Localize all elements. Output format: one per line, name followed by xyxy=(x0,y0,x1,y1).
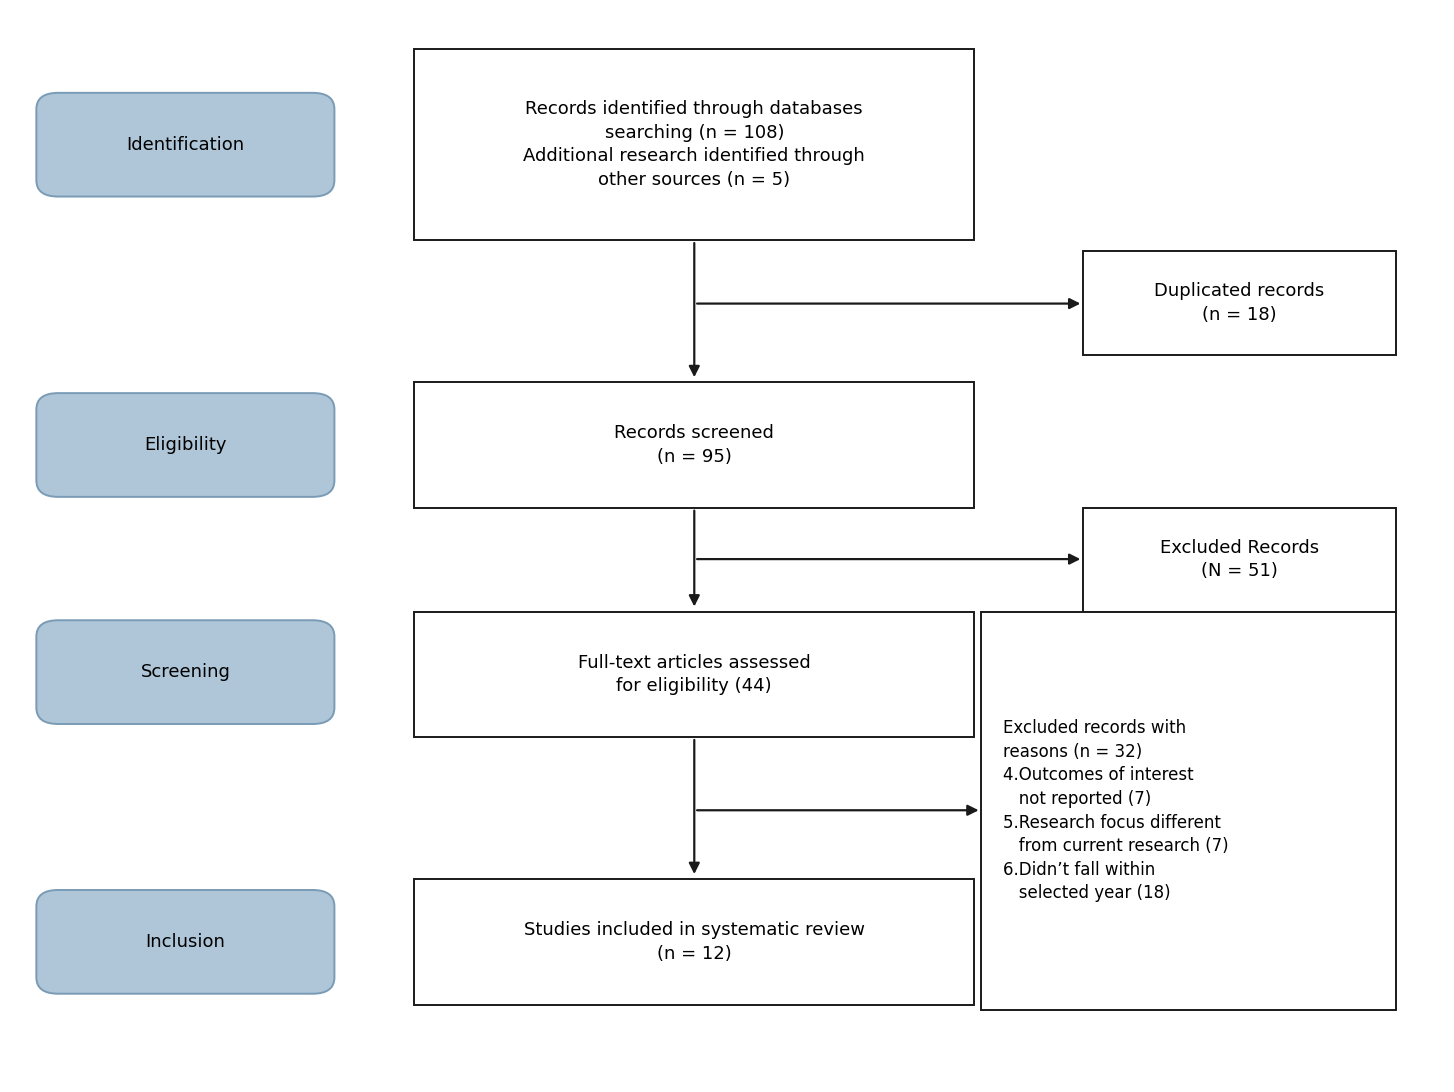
Text: Records identified through databases
searching (n = 108)
Additional research ide: Records identified through databases sea… xyxy=(523,100,865,189)
Bar xyxy=(414,879,974,1005)
Text: Inclusion: Inclusion xyxy=(145,933,225,951)
Text: Screening: Screening xyxy=(141,663,230,681)
Text: Excluded Records
(N = 51): Excluded Records (N = 51) xyxy=(1160,538,1319,581)
Bar xyxy=(414,49,974,240)
Bar xyxy=(1083,508,1396,612)
Text: Duplicated records
(n = 18): Duplicated records (n = 18) xyxy=(1154,282,1325,324)
Bar xyxy=(1083,251,1396,355)
FancyBboxPatch shape xyxy=(36,620,334,724)
Text: Excluded records with
reasons (n = 32)
4.Outcomes of interest
   not reported (7: Excluded records with reasons (n = 32) 4… xyxy=(1003,720,1229,902)
Text: Eligibility: Eligibility xyxy=(144,436,227,454)
Bar xyxy=(414,612,974,737)
Text: Identification: Identification xyxy=(126,135,244,154)
Bar xyxy=(414,382,974,508)
Text: Full-text articles assessed
for eligibility (44): Full-text articles assessed for eligibil… xyxy=(577,653,811,696)
Text: Records screened
(n = 95): Records screened (n = 95) xyxy=(615,424,774,466)
FancyBboxPatch shape xyxy=(36,890,334,994)
Text: Studies included in systematic review
(n = 12): Studies included in systematic review (n… xyxy=(523,921,865,963)
FancyBboxPatch shape xyxy=(36,93,334,197)
FancyBboxPatch shape xyxy=(36,393,334,497)
Bar xyxy=(981,612,1396,1010)
